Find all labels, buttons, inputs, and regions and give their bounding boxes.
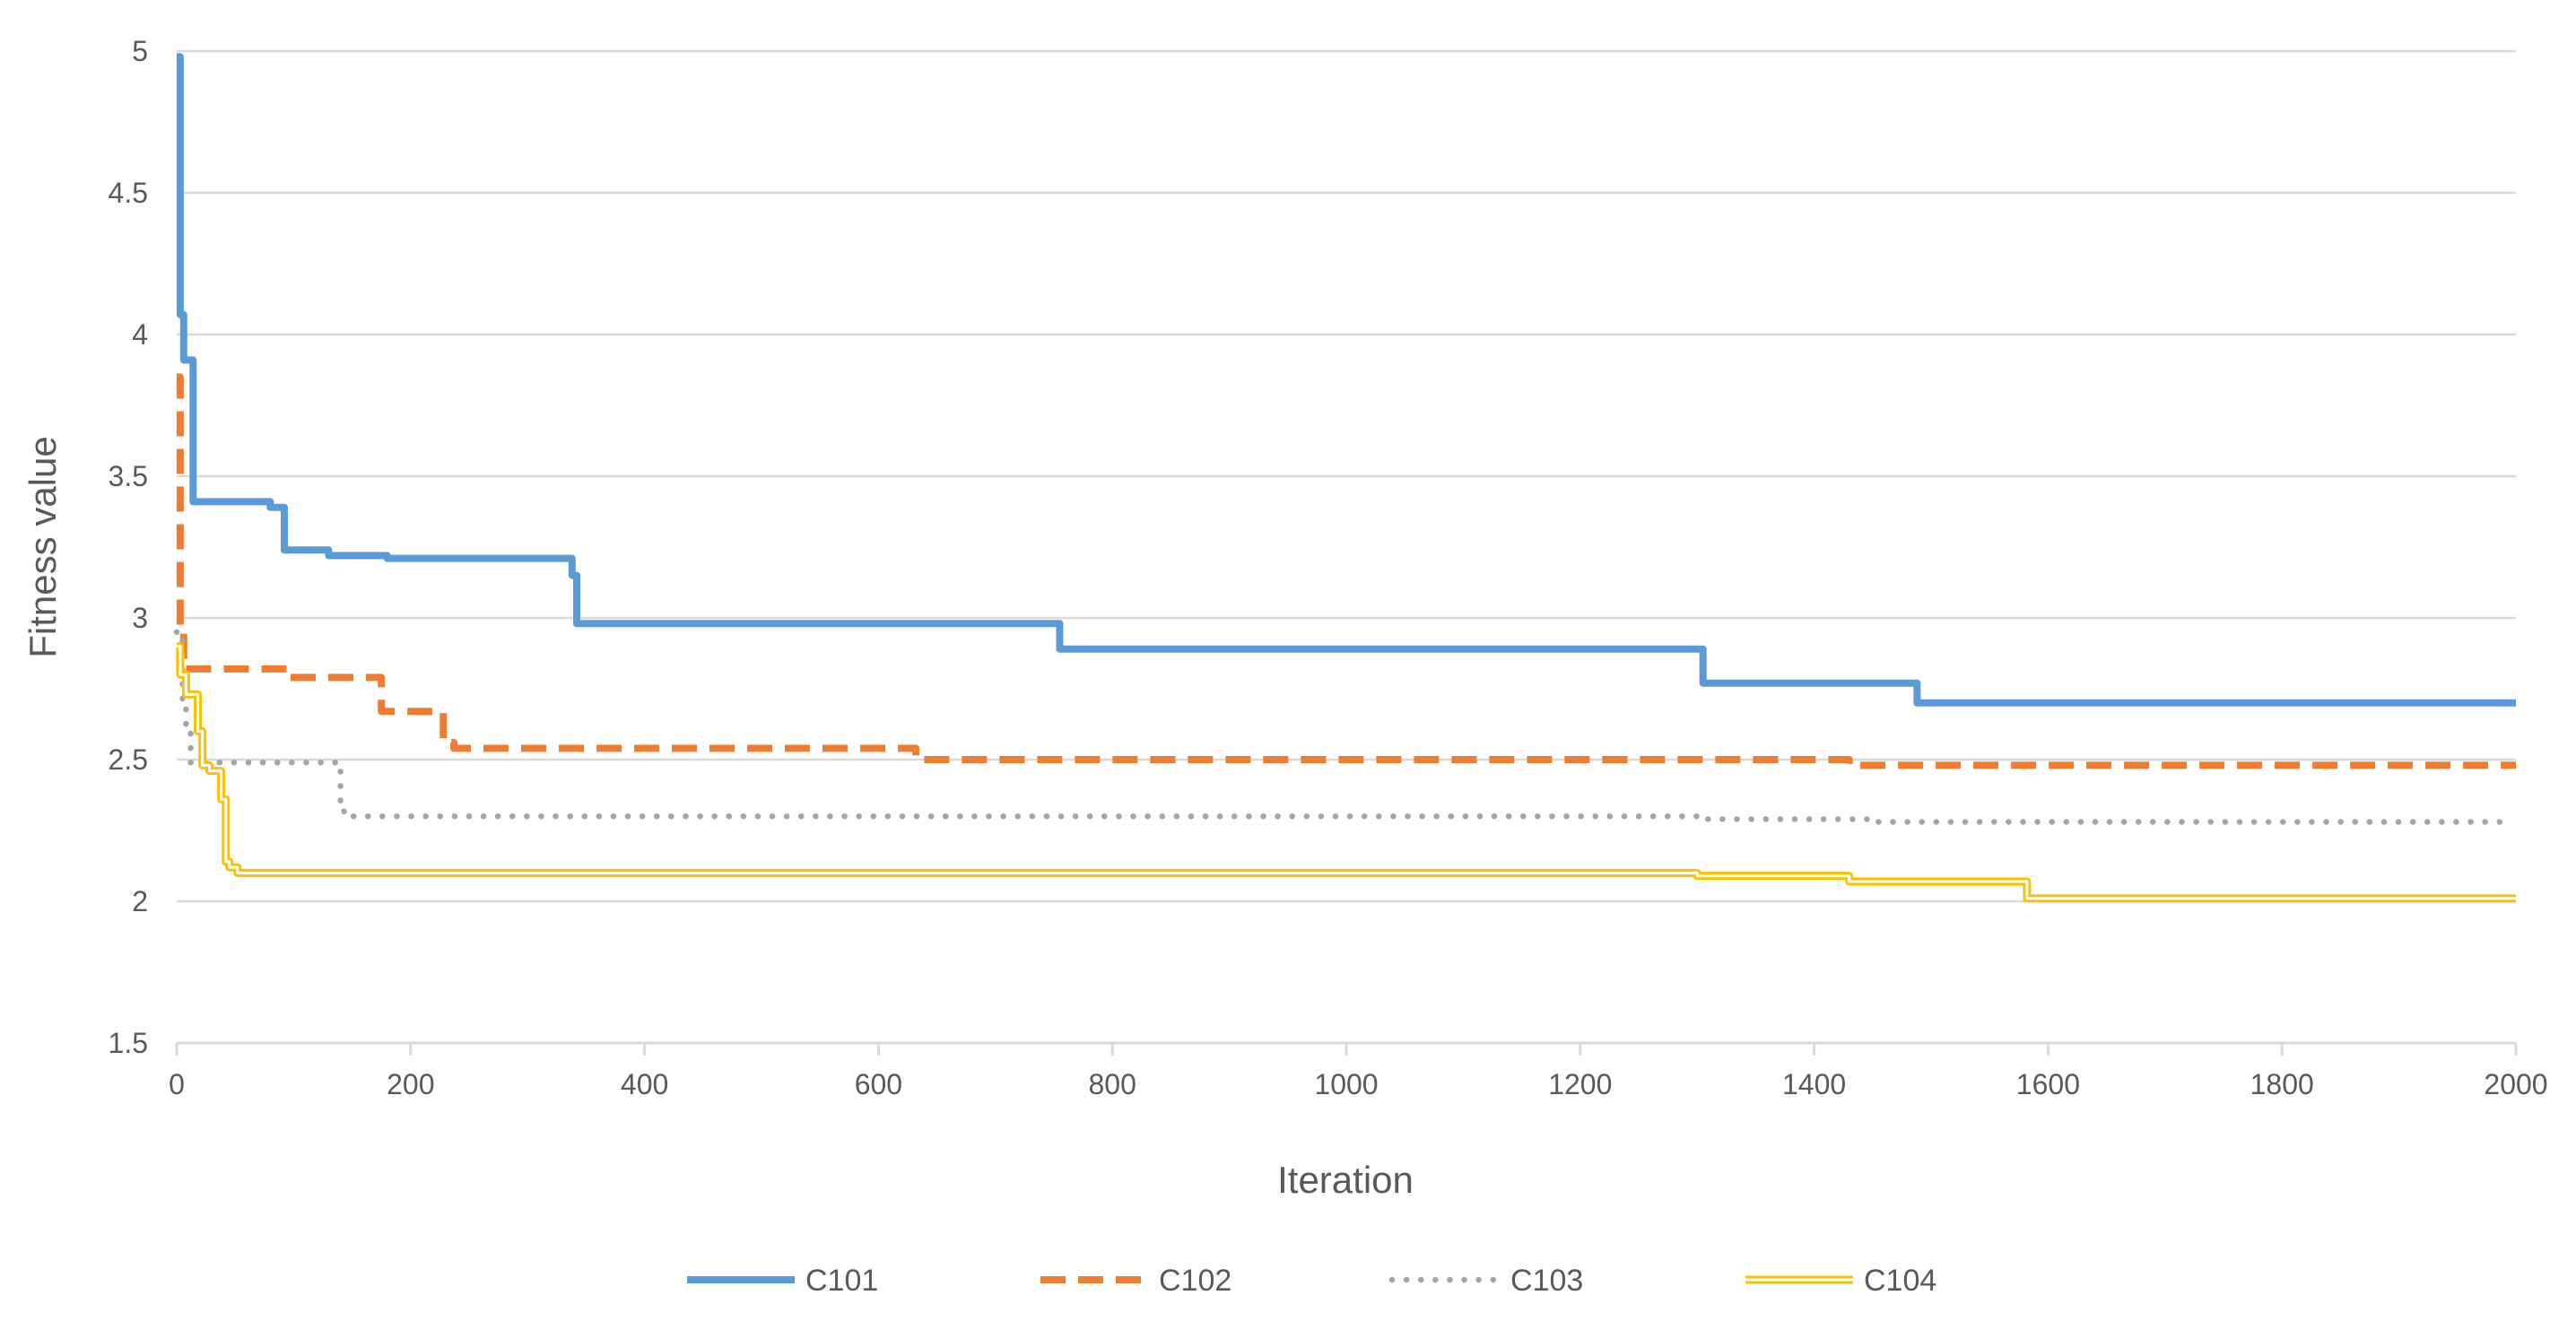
series-c102	[176, 373, 2516, 769]
y-tick-label: 4.5	[109, 177, 148, 209]
legend-c102: C102	[1040, 1264, 1231, 1298]
legend-c104: C104	[1745, 1264, 1936, 1298]
legend-c104-label: C104	[1864, 1264, 1936, 1298]
y-tick-label: 5	[132, 35, 148, 67]
y-axis-title: Fitness value	[22, 436, 64, 657]
x-tick-label: 1400	[1782, 1068, 1846, 1100]
x-tick-label: 200	[387, 1068, 434, 1100]
series-c102-line	[176, 373, 2516, 769]
gridlines	[177, 49, 2516, 903]
series-c103-line	[173, 629, 2508, 825]
y-tick-label: 2	[132, 885, 148, 917]
series-c104-line-inner	[177, 645, 2516, 900]
x-tick-label: 400	[621, 1068, 668, 1100]
x-tick-label: 1000	[1314, 1068, 1378, 1100]
series-c104	[176, 642, 2516, 903]
x-tick-label: 800	[1089, 1068, 1136, 1100]
y-tick-label: 2.5	[109, 743, 148, 776]
series-lines	[173, 53, 2516, 903]
x-tick-label: 1600	[2016, 1068, 2080, 1100]
series-c103	[173, 629, 2508, 825]
legend-c101: C101	[687, 1264, 878, 1298]
x-tick-label: 1200	[1548, 1068, 1612, 1100]
x-tick-label: 0	[169, 1068, 185, 1100]
series-c101-line	[176, 53, 2516, 707]
legend-c101-label: C101	[805, 1264, 878, 1298]
series-c104-line-outer	[176, 642, 2516, 903]
legend-c103: C103	[1388, 1264, 1583, 1298]
y-tick-label: 1.5	[109, 1027, 148, 1059]
y-tick-label: 3.5	[109, 460, 148, 492]
x-tick-label: 600	[855, 1068, 902, 1100]
series-c101	[176, 53, 2516, 707]
y-tick-label: 3	[132, 602, 148, 634]
y-tick-labels: 1.5 2 2.5 3 3.5 4 4.5 5	[109, 35, 148, 1059]
x-tick-label: 1800	[2250, 1068, 2314, 1100]
axes	[175, 1041, 2518, 1056]
legend-c102-label: C102	[1159, 1264, 1231, 1298]
x-tick-labels: 0 200 400 600 800 1000 1200 1400 1600 1800 2000	[169, 1068, 2547, 1100]
x-tick-label: 2000	[2484, 1068, 2547, 1100]
legend-c103-label: C103	[1510, 1264, 1583, 1298]
legend: C101 C102 C103 C104	[687, 1264, 1936, 1298]
x-axis-title: Iteration	[1277, 1159, 1414, 1201]
y-tick-label: 4	[132, 318, 148, 351]
